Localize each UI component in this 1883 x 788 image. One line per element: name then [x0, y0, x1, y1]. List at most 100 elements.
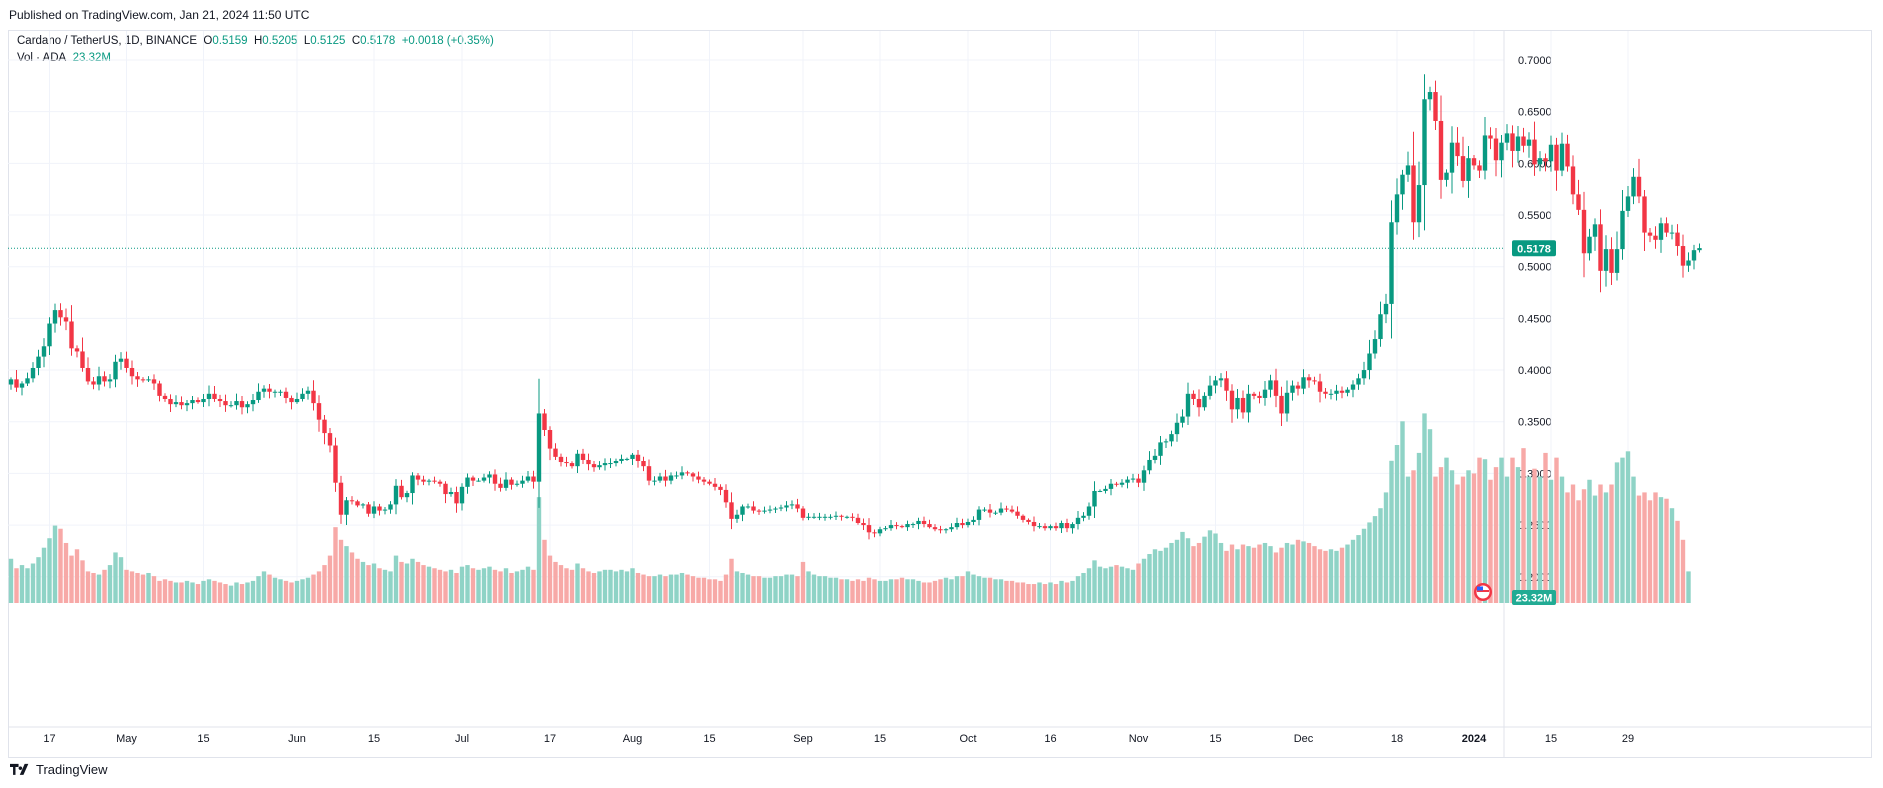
volume-bar — [932, 580, 938, 603]
candle-body — [360, 504, 366, 506]
volume-bar — [1224, 550, 1229, 603]
volume-bar — [1290, 544, 1295, 603]
volume-bar — [140, 574, 146, 603]
volume-bar — [1356, 535, 1361, 603]
candle-body — [1312, 380, 1317, 382]
candle-body — [421, 479, 426, 482]
volume-bar — [1251, 547, 1257, 603]
candle-body — [487, 474, 492, 478]
volume-bar — [789, 574, 795, 603]
volume-bar — [960, 576, 965, 603]
candle-body — [784, 505, 789, 508]
candle-body — [1081, 515, 1086, 518]
candle-body — [223, 401, 228, 406]
price-tick-label: 0.5500 — [1518, 210, 1552, 222]
volume-bar — [998, 579, 1004, 603]
candle-body — [1235, 397, 1240, 410]
high-value: 0.5205 — [262, 35, 298, 47]
candle-body — [1053, 526, 1059, 529]
candle-body — [1433, 92, 1438, 121]
brand-name: TradingView — [36, 762, 108, 777]
volume-bar — [1301, 541, 1306, 603]
volume-bar — [613, 571, 619, 603]
volume-bar — [1196, 542, 1202, 603]
candle-body — [1020, 515, 1026, 520]
candle-body — [118, 358, 124, 362]
volume-bar — [69, 555, 74, 603]
volume-bar — [1174, 539, 1180, 603]
volume-bar — [8, 558, 14, 603]
volume-bar — [1581, 489, 1587, 603]
volume-bar — [1625, 451, 1631, 603]
volume-bar — [1070, 580, 1075, 603]
candle-body — [795, 504, 800, 509]
volume-bar — [635, 572, 641, 603]
candle-body — [382, 509, 388, 511]
volume-bar — [1383, 492, 1389, 603]
tradingview-logo-icon — [10, 763, 29, 775]
candle-body — [993, 512, 998, 514]
candle-body — [1350, 384, 1356, 390]
candle-body — [1515, 136, 1521, 151]
candle-body — [162, 395, 168, 399]
candle-body — [91, 381, 96, 385]
candle-body — [927, 524, 932, 528]
volume-bar — [355, 558, 360, 603]
candle-body — [855, 517, 861, 524]
volume-bar — [1273, 552, 1279, 603]
volume-bar — [1119, 566, 1125, 603]
volume-bar — [1169, 542, 1174, 603]
volume-bar — [327, 555, 333, 603]
volume-bar — [1026, 584, 1031, 603]
candle-body — [393, 485, 399, 505]
volume-bar — [850, 580, 855, 603]
candle-body — [1295, 385, 1301, 389]
candle-body — [1554, 144, 1559, 171]
volume-bar — [679, 572, 685, 603]
volume-bar — [899, 577, 905, 603]
candle-body — [1037, 526, 1042, 528]
candle-body — [300, 393, 305, 399]
volume-bar — [558, 565, 564, 603]
footer-brand: TradingView — [10, 762, 108, 777]
volume-bar — [1185, 538, 1191, 603]
price-tick-label: 0.5000 — [1518, 262, 1552, 274]
volume-bar — [179, 582, 184, 603]
volume-bar — [1411, 470, 1416, 603]
candle-body — [1246, 393, 1251, 413]
volume-bar — [228, 585, 234, 603]
candle-body — [212, 393, 217, 399]
candle-body — [1059, 523, 1064, 529]
candle-body — [1185, 393, 1191, 417]
volume-bar — [443, 571, 448, 603]
volume-bar — [223, 584, 228, 603]
candle-body — [1653, 235, 1658, 240]
volume-bar — [52, 525, 58, 603]
volume-bar — [1097, 566, 1103, 603]
volume-bar — [1180, 531, 1185, 603]
volume-bar — [1614, 462, 1620, 603]
volume-bar — [641, 574, 646, 603]
volume-bar — [465, 565, 470, 603]
candle-body — [1323, 391, 1328, 394]
volume-bar — [1152, 549, 1158, 603]
candle-body — [102, 376, 107, 382]
volume-bar — [1427, 429, 1433, 603]
volume-bar — [1317, 549, 1323, 603]
volume-bar — [1114, 565, 1119, 603]
candle-body — [195, 400, 201, 403]
candle-body — [1125, 479, 1130, 483]
candle-body — [245, 404, 250, 408]
price-tick-label: 0.3500 — [1518, 417, 1552, 429]
candle-body — [514, 483, 520, 485]
candle-body — [866, 525, 872, 533]
volume-bar — [993, 579, 998, 603]
candle-body — [278, 391, 283, 393]
candle-body — [371, 506, 377, 514]
candle-body — [1603, 249, 1609, 271]
candle-body — [1400, 174, 1405, 195]
candle-body — [707, 481, 712, 484]
volume-bar — [1636, 495, 1642, 603]
volume-bar — [1218, 542, 1224, 603]
